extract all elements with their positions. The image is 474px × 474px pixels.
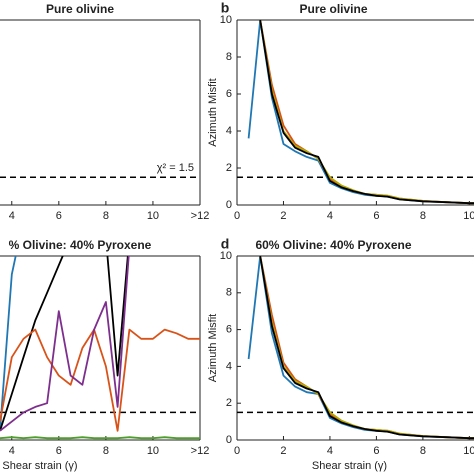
y-tick-label: 2 [226, 162, 232, 174]
x-tick-label: 4 [9, 210, 15, 222]
series-group [247, 256, 474, 440]
series-line [0, 328, 200, 432]
panel: Pure olivine 4 6 8 10 >12 χ² = 1.5 [0, 2, 209, 222]
panel-title: Pure olivine [46, 2, 114, 16]
x-tick-label: 8 [103, 445, 109, 457]
series-line [259, 20, 474, 205]
panel-title: Pure olivine [299, 2, 367, 16]
y-tick-label: 10 [220, 250, 232, 262]
y-axis-label: Azimuth Misfit [207, 78, 219, 146]
x-tick-label: 2 [280, 210, 286, 222]
x-tick-label: 10 [147, 210, 159, 222]
series-line [0, 436, 200, 440]
panel-letter: d [221, 236, 230, 252]
x-tick-label: 6 [56, 210, 62, 222]
y-tick-label: 8 [226, 287, 232, 299]
x-tick-label: >12 [191, 445, 210, 457]
x-axis-label: Shear strain (γ) [312, 460, 387, 472]
y-tick-label: 2 [226, 397, 232, 409]
x-tick-label: 8 [420, 210, 426, 222]
panel-letter: b [221, 0, 230, 16]
panel-title: % Olivine: 40% Pyroxene [9, 238, 152, 252]
x-axis-label: Shear strain (γ) [2, 460, 77, 472]
series-line [259, 20, 474, 205]
series-line [0, 256, 130, 432]
series-group [0, 256, 200, 440]
series-line [247, 256, 474, 440]
panel: 60% Olivine: 40% Pyroxene d 0 2 4 6 8 10 0 2 4 6 8 10… [207, 236, 474, 472]
x-tick-label: 0 [234, 210, 240, 222]
series-line [259, 256, 474, 440]
x-tick-label: 10 [463, 210, 474, 222]
x-tick-label: 2 [280, 445, 286, 457]
x-tick-label: 4 [327, 210, 333, 222]
y-tick-label: 8 [226, 51, 232, 63]
series-line [259, 256, 474, 440]
panel-title: 60% Olivine: 40% Pyroxene [255, 238, 411, 252]
x-tick-label: 4 [9, 445, 15, 457]
y-tick-label: 10 [220, 14, 232, 26]
series-line [247, 20, 474, 205]
x-tick-label: 4 [327, 445, 333, 457]
x-tick-label: 8 [103, 210, 109, 222]
x-tick-label: 8 [420, 445, 426, 457]
x-tick-label: 6 [373, 210, 379, 222]
x-tick-label: 10 [147, 445, 159, 457]
y-tick-label: 6 [226, 324, 232, 336]
x-tick-label: >12 [191, 210, 210, 222]
series-group [247, 20, 474, 205]
series-line [0, 256, 17, 431]
x-tick-label: 10 [463, 445, 474, 457]
x-tick-label: 6 [56, 445, 62, 457]
y-tick-label: 4 [226, 360, 232, 372]
x-tick-label: 0 [234, 445, 240, 457]
panel: % Olivine: 40% Pyroxene 4 6 8 10 >12 Shear str… [0, 238, 210, 472]
y-tick-label: 0 [226, 434, 232, 446]
y-tick-label: 0 [226, 199, 232, 211]
x-tick-label: 6 [373, 445, 379, 457]
series-line [259, 20, 474, 205]
series-line [259, 256, 474, 440]
annotation: χ² = 1.5 [157, 162, 194, 174]
panel: Pure olivine b 0 2 4 6 8 10 0 2 4 6 8 10 Azimuth Misfi… [207, 0, 474, 222]
y-axis-label: Azimuth Misfit [207, 314, 219, 382]
y-tick-label: 4 [226, 125, 232, 137]
series-line [0, 256, 129, 432]
y-tick-label: 6 [226, 88, 232, 100]
